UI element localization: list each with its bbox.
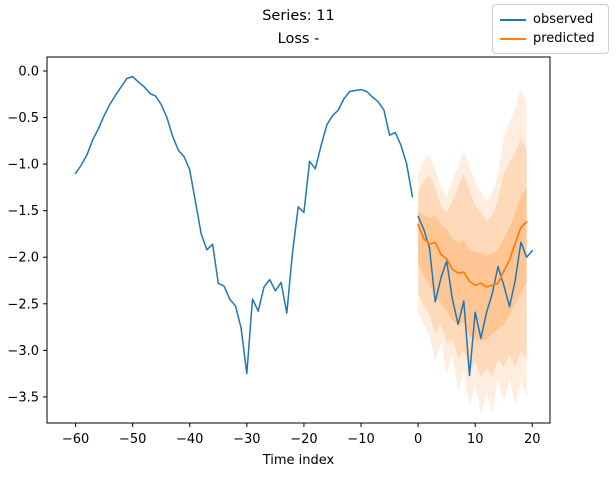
y-tick-label: −0.5 xyxy=(7,111,39,126)
y-tick-label: −3.0 xyxy=(7,344,39,359)
legend-item-predicted: predicted xyxy=(500,29,600,48)
observed-line-sample xyxy=(500,18,526,21)
y-tick-label: −3.5 xyxy=(7,390,39,405)
legend-label-predicted: predicted xyxy=(533,31,595,46)
y-tick-label: −2.5 xyxy=(7,297,39,312)
x-tick-label: −50 xyxy=(119,432,146,447)
x-tick-label: −20 xyxy=(290,432,317,447)
legend: observed predicted xyxy=(492,4,609,54)
y-tick-label: −1.5 xyxy=(7,204,39,219)
x-axis-label: Time index xyxy=(262,453,335,468)
x-tick-label: 20 xyxy=(524,432,541,447)
y-tick-label: −1.0 xyxy=(7,158,39,173)
chart-title: Series: 11 xyxy=(262,8,335,24)
legend-item-observed: observed xyxy=(500,10,600,29)
y-tick-label: 0.0 xyxy=(18,64,39,79)
x-tick-label: −60 xyxy=(62,432,89,447)
predicted-line-sample xyxy=(500,37,526,40)
chart-subtitle: Loss - xyxy=(277,31,320,47)
band-prediction_interval_outer xyxy=(418,87,527,415)
x-tick-label: −30 xyxy=(233,432,260,447)
axes-spines xyxy=(46,56,551,424)
x-tick-label: −10 xyxy=(347,432,374,447)
x-tick-label: 10 xyxy=(467,432,484,447)
line-observed_window xyxy=(417,215,534,377)
line-predicted_median xyxy=(417,220,528,288)
band-prediction_interval_middle xyxy=(418,138,527,377)
line-observed_history xyxy=(74,75,414,375)
legend-label-observed: observed xyxy=(533,12,594,27)
band-prediction_interval_inner xyxy=(418,187,527,341)
y-tick-label: −2.0 xyxy=(7,251,39,266)
x-tick-label: −40 xyxy=(176,432,203,447)
x-tick-label: 0 xyxy=(414,432,422,447)
